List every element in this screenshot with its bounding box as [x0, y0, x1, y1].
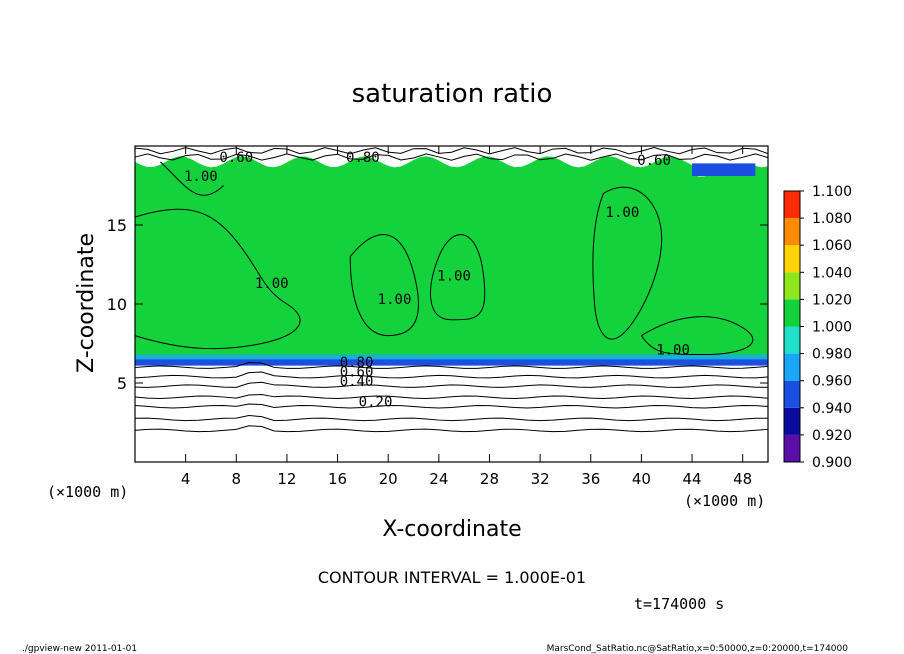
x-axis-label: X-coordinate — [382, 517, 521, 542]
x-tick-label-10: 44 — [682, 470, 701, 488]
contour-label-2: 0.60 — [340, 365, 374, 381]
colorbar-label-10: 1.100 — [812, 184, 852, 200]
x-tick-label-9: 40 — [632, 470, 651, 488]
chart-title: saturation ratio — [352, 79, 553, 109]
x-tick-label-11: 48 — [733, 470, 752, 488]
contour-loop-5 — [159, 161, 224, 196]
colorbar-label-2: 0.940 — [812, 401, 852, 417]
y-axis-label: Z-coordinate — [74, 233, 99, 373]
isoline-6 — [134, 362, 769, 369]
x-tick-label-4: 20 — [379, 470, 398, 488]
contour-loop-3 — [592, 186, 663, 340]
isoline-4 — [134, 381, 769, 388]
contour-label-8: 1.00 — [606, 205, 640, 221]
x-tick-label-3: 16 — [328, 470, 347, 488]
colorbar-swatch-0 — [784, 434, 800, 462]
contour-label-4: 1.00 — [656, 343, 690, 359]
footer-right-label: MarsCond_SatRatio.nc@SatRatio,x=0:50000,… — [547, 644, 849, 654]
isoline-5 — [134, 371, 769, 379]
colorbar-label-8: 1.060 — [812, 238, 852, 254]
x-unit-label-right: (×1000 m) — [684, 492, 765, 510]
footer-left-label: ./gpview-new 2011-01-01 — [22, 644, 137, 654]
colorbar-swatch-6 — [784, 272, 800, 300]
cloud-base-fringe — [135, 354, 768, 360]
colorbar-label-3: 0.960 — [812, 374, 852, 390]
colorbar-label-6: 1.020 — [812, 292, 852, 308]
contour-label-3: 0.80 — [340, 355, 374, 371]
colorbar-swatch-1 — [784, 407, 800, 435]
colorbar-label-1: 0.920 — [812, 428, 852, 444]
contour-label-9: 1.00 — [184, 169, 218, 185]
colorbar-label-0: 0.900 — [812, 455, 852, 471]
colorbar-swatch-9 — [784, 191, 800, 219]
plot-area: 0.200.400.600.801.001.001.001.001.001.00… — [107, 145, 769, 488]
contour-label-1: 0.40 — [340, 374, 374, 390]
contour-loop-4 — [640, 316, 754, 356]
contour-label-11: 0.80 — [346, 150, 380, 166]
top-isoline-0 — [134, 153, 769, 161]
x-tick-label-6: 28 — [480, 470, 499, 488]
colorbar: 0.900 0.920 0.940 0.960 0.980 1.000 1.020 1.040… — [783, 184, 852, 471]
x-tick-label-0: 4 — [181, 470, 191, 488]
isoline-3 — [134, 393, 769, 399]
cloud-base-band — [135, 359, 768, 366]
colorbar-label-9: 1.080 — [812, 211, 852, 227]
colorbar-swatch-2 — [784, 380, 800, 408]
contour-loop-0 — [134, 208, 301, 350]
contour-label-0: 0.20 — [359, 395, 393, 411]
colorbar-swatch-3 — [784, 353, 800, 381]
isoline-0 — [134, 425, 769, 433]
colorbar-swatch-8 — [784, 218, 800, 246]
colorbar-swatch-4 — [784, 326, 800, 354]
time-label: t=174000 s — [634, 595, 724, 613]
contour-label-5: 1.00 — [255, 276, 289, 292]
colorbar-swatch-5 — [784, 299, 800, 327]
x-tick-label-7: 32 — [531, 470, 550, 488]
isoline-2 — [134, 403, 769, 409]
contour-label-7: 1.00 — [437, 268, 471, 284]
colorbar-label-4: 0.980 — [812, 347, 852, 363]
saturated-region — [135, 156, 768, 365]
top-isoline-1 — [134, 147, 769, 155]
x-tick-label-2: 12 — [277, 470, 296, 488]
y-tick-label-2: 15 — [107, 216, 127, 235]
contour-loop-1 — [349, 234, 419, 337]
contour-label-12: 0.60 — [637, 153, 671, 169]
contour-label-6: 1.00 — [378, 292, 412, 308]
isoline-1 — [134, 415, 769, 422]
x-tick-label-5: 24 — [429, 470, 448, 488]
y-tick-label-1: 10 — [107, 295, 127, 314]
colorbar-label-7: 1.040 — [812, 265, 852, 281]
contour-loop-2 — [430, 234, 486, 321]
contour-interval-label: CONTOUR INTERVAL = 1.000E-01 — [318, 568, 586, 587]
colorbar-swatch-7 — [784, 245, 800, 273]
x-tick-label-8: 36 — [581, 470, 600, 488]
contour-label-10: 0.60 — [219, 150, 253, 166]
x-unit-label-left: (×1000 m) — [47, 483, 128, 501]
colorbar-label-5: 1.000 — [812, 320, 852, 336]
x-tick-label-1: 8 — [232, 470, 242, 488]
cloud-top-patch — [692, 163, 756, 177]
y-tick-label-0: 5 — [117, 374, 127, 393]
